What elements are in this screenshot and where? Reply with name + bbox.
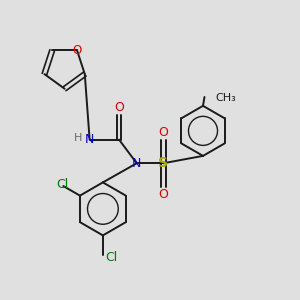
Text: O: O xyxy=(158,125,168,139)
Text: N: N xyxy=(132,157,141,170)
Text: O: O xyxy=(72,44,82,57)
Text: CH₃: CH₃ xyxy=(215,94,236,103)
Text: Cl: Cl xyxy=(56,178,68,191)
Text: Cl: Cl xyxy=(106,251,118,264)
Text: H: H xyxy=(74,133,83,143)
Text: O: O xyxy=(158,188,168,201)
Text: N: N xyxy=(85,133,94,146)
Text: O: O xyxy=(114,101,124,114)
Text: S: S xyxy=(158,156,168,170)
